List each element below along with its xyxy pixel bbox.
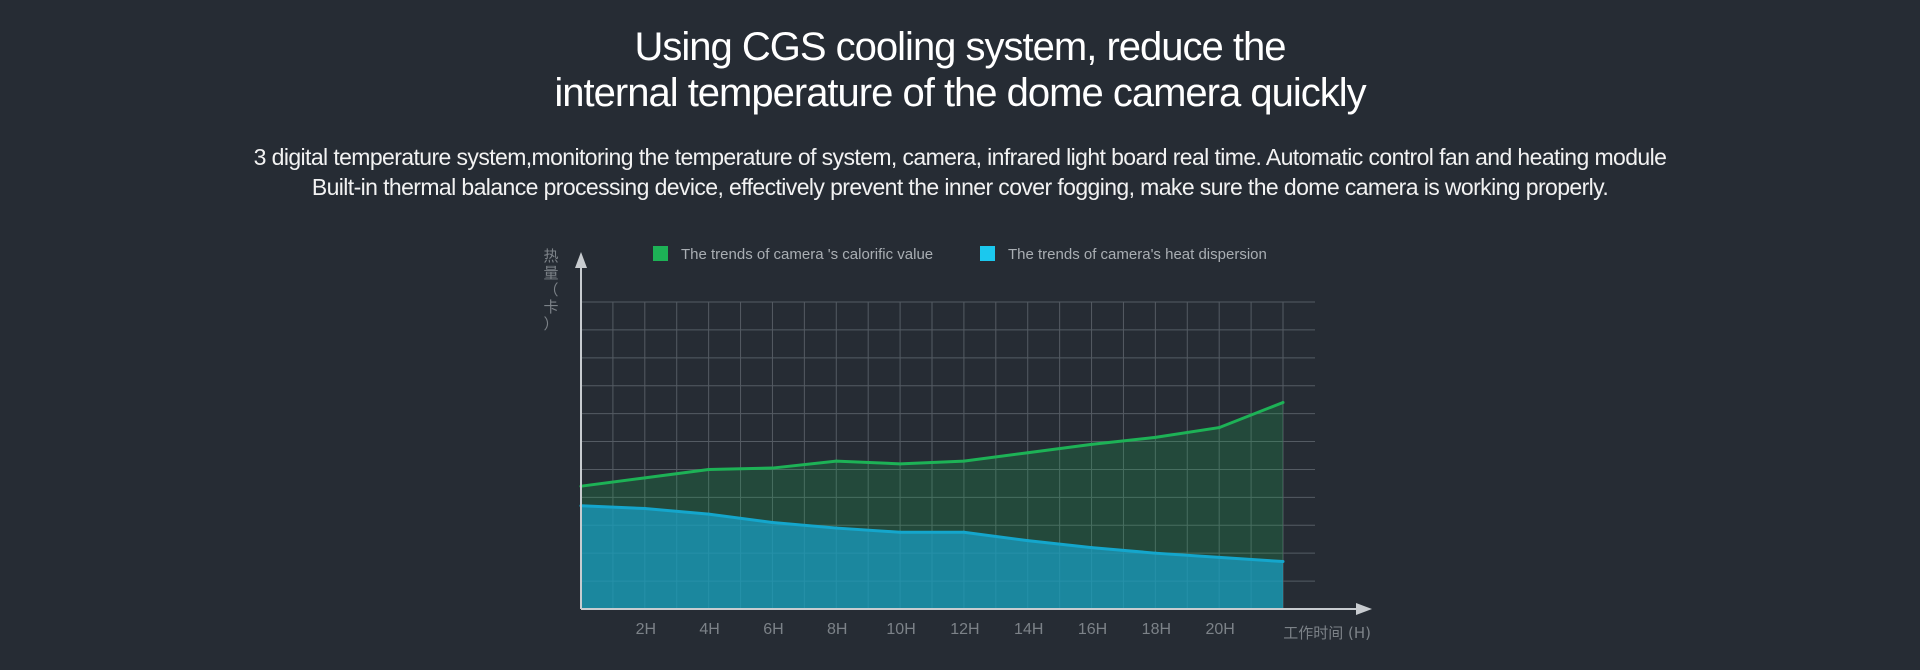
calorific-point [643, 476, 647, 480]
calorific-point [898, 462, 902, 466]
description-line-1: 3 digital temperature system,monitoring … [253, 144, 1667, 170]
calorific-point [962, 459, 966, 463]
calorific-point [1090, 442, 1094, 446]
y-axis-arrow [575, 252, 587, 268]
x-tick-label: 20H [1206, 621, 1235, 638]
dispersion-point [1153, 551, 1157, 555]
dispersion-area [581, 505, 1283, 609]
dispersion-point [643, 507, 647, 511]
dispersion-point [1026, 539, 1030, 543]
x-tick-label: 16H [1078, 621, 1107, 638]
page-title: Using CGS cooling system, reduce the int… [0, 24, 1920, 116]
calorific-line [580, 401, 1284, 488]
calorific-point [834, 459, 838, 463]
x-tick-label: 12H [950, 621, 979, 638]
y-axis-label: 热量（卡） [543, 247, 558, 333]
dispersion-point [898, 530, 902, 534]
title-line-2: internal temperature of the dome camera … [554, 71, 1366, 115]
x-axis-label: 工作时间 (H) [1283, 624, 1371, 642]
x-tick-label: 4H [699, 621, 719, 638]
title-line-1: Using CGS cooling system, reduce the [634, 25, 1287, 69]
description-line-2: Built-in thermal balance processing devi… [311, 174, 1609, 200]
x-tick-label: 14H [1014, 621, 1043, 638]
x-axis-arrow [1356, 603, 1372, 615]
x-tick-label: 6H [763, 621, 783, 638]
x-tick-label: 2H [636, 621, 656, 638]
calorific-point [707, 467, 711, 471]
dispersion-point [1217, 555, 1221, 559]
x-tick-label: 18H [1142, 621, 1171, 638]
dispersion-line [580, 504, 1284, 564]
calorific-point [1026, 451, 1030, 455]
legend-dispersion-label: The trends of camera's heat dispersion [1008, 246, 1267, 263]
legend-calorific-swatch [653, 246, 668, 261]
dispersion-point [1281, 560, 1285, 564]
dispersion-point [1090, 546, 1094, 550]
dispersion-point [707, 512, 711, 516]
legend-dispersion-swatch [980, 246, 995, 261]
x-tick-label: 10H [886, 621, 915, 638]
calorific-point [1153, 435, 1157, 439]
calorific-point [1281, 400, 1285, 404]
calorific-point [1217, 426, 1221, 430]
dispersion-point [770, 520, 774, 524]
dispersion-point [834, 526, 838, 530]
page-description: 3 digital temperature system,monitoring … [0, 142, 1920, 202]
dispersion-point [962, 530, 966, 534]
legend-calorific-label: The trends of camera 's calorific value [681, 246, 933, 263]
x-tick-label: 8H [827, 621, 847, 638]
calorific-point [770, 466, 774, 470]
